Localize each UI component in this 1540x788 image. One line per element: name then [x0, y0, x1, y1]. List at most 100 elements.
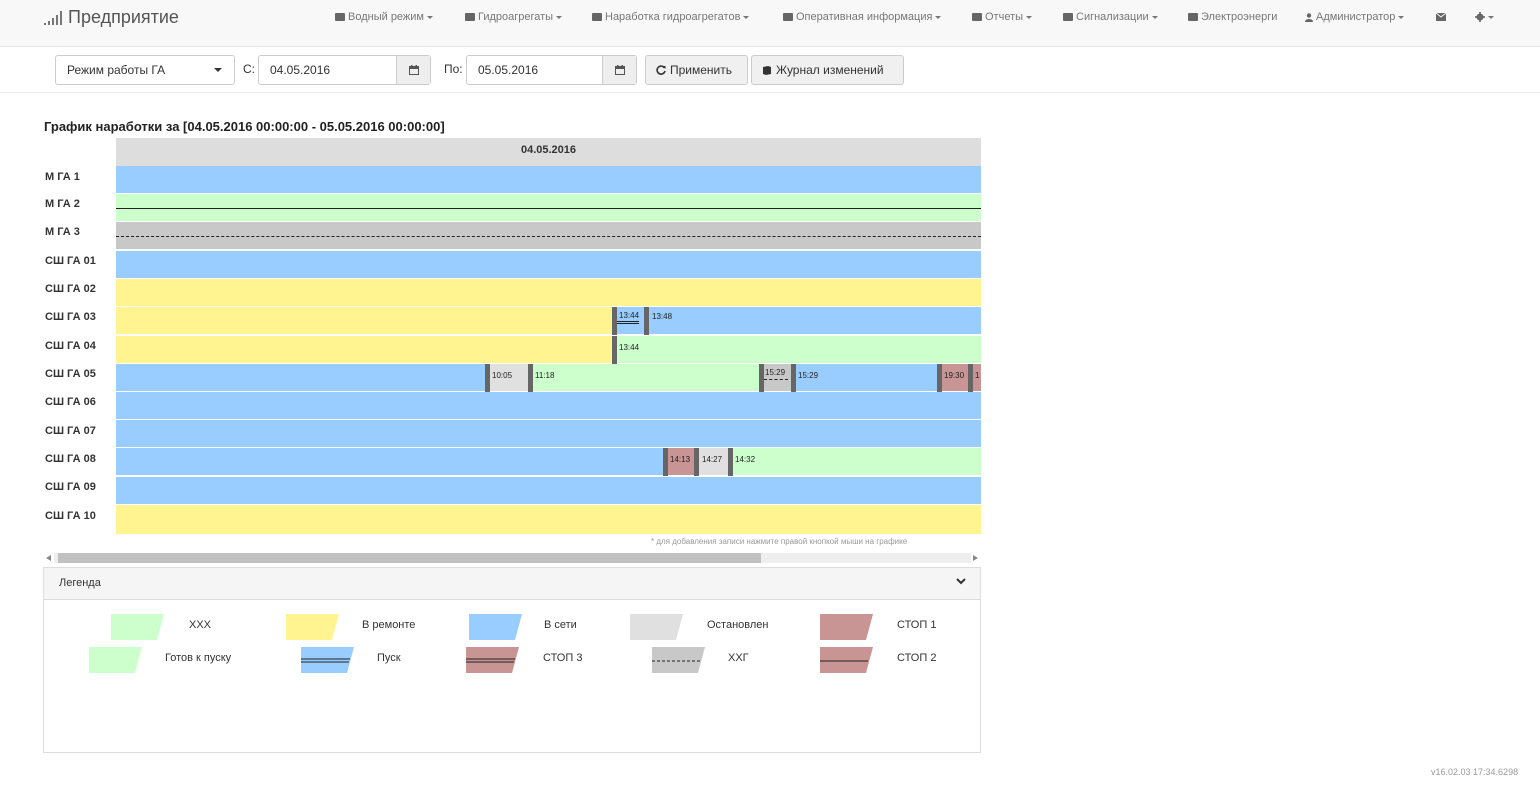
event-marker[interactable]: [663, 448, 668, 476]
segment-hhg[interactable]: [760, 364, 793, 391]
event-marker[interactable]: [528, 364, 533, 392]
event-marker[interactable]: [694, 448, 699, 476]
segment-start[interactable]: [613, 307, 644, 334]
gantt-row[interactable]: [116, 392, 981, 420]
gantt-row[interactable]: 13:44: [116, 336, 981, 364]
settings-button[interactable]: [1475, 12, 1494, 22]
calendar-icon: [614, 65, 625, 75]
gantt-row[interactable]: [116, 279, 981, 307]
scroll-left-icon[interactable]: [46, 555, 51, 561]
gantt-row[interactable]: 10:05 11:18 15:29 15:29 19:30 1: [116, 364, 981, 392]
nav-unit-runtime[interactable]: Наработка гидроагрегатов: [592, 11, 750, 23]
mail-button[interactable]: [1436, 13, 1446, 21]
runtime-gantt-chart[interactable]: 04.05.2016 13:44 13:48: [116, 138, 981, 534]
segment-hhg[interactable]: [116, 222, 981, 249]
caret-down-icon: [935, 15, 942, 19]
event-marker[interactable]: [968, 364, 973, 392]
segment-online[interactable]: [116, 392, 981, 419]
scroll-right-icon[interactable]: [973, 555, 978, 561]
apply-button[interactable]: Применить: [645, 55, 748, 85]
gantt-row[interactable]: [116, 251, 981, 279]
nav-water-regime[interactable]: Водный режим: [335, 11, 433, 23]
segment-online[interactable]: [116, 477, 981, 504]
segment-stopped[interactable]: [696, 448, 731, 475]
folder-icon: [592, 13, 602, 21]
horizontal-scrollbar[interactable]: [44, 551, 981, 564]
legend-swatch-ready-start: [89, 647, 142, 673]
time-label: 11:18: [535, 371, 555, 380]
nav-operational-info[interactable]: Оперативная информация: [783, 11, 942, 23]
event-marker[interactable]: [612, 336, 617, 364]
segment-hhh[interactable]: [613, 336, 981, 363]
segment-ready-start[interactable]: [116, 194, 981, 221]
segment-stopped[interactable]: [485, 364, 530, 391]
to-label: По:: [444, 62, 463, 76]
segment-stop1[interactable]: [664, 448, 696, 475]
gantt-row[interactable]: 13:44 13:48: [116, 307, 981, 335]
time-label: 14:13: [670, 455, 691, 464]
calendar-button[interactable]: [396, 56, 430, 84]
from-date-value: 04.05.2016: [270, 63, 331, 77]
segment-online[interactable]: [116, 448, 664, 475]
segment-repair[interactable]: [116, 336, 613, 363]
to-date-field[interactable]: 05.05.2016: [466, 55, 637, 85]
segment-online[interactable]: [116, 420, 981, 447]
segment-online[interactable]: [116, 166, 981, 193]
segment-stop1[interactable]: [939, 364, 981, 391]
segment-online[interactable]: [644, 307, 981, 334]
gantt-row[interactable]: [116, 477, 981, 505]
row-label: СШ ГА 05: [45, 368, 96, 380]
event-marker[interactable]: [759, 364, 764, 392]
event-marker[interactable]: [937, 364, 942, 392]
brand[interactable]: Предприятие: [44, 7, 179, 28]
segment-repair[interactable]: [116, 279, 981, 306]
chevron-down-icon[interactable]: [956, 577, 966, 585]
event-marker[interactable]: [485, 364, 490, 392]
segment-hhh[interactable]: [530, 364, 760, 391]
mode-select[interactable]: Режим работы ГА: [55, 55, 235, 85]
gantt-row[interactable]: [116, 505, 981, 534]
nav-electric-energy[interactable]: Электроэнерги: [1188, 11, 1277, 23]
folder-icon: [972, 13, 982, 21]
segment-repair[interactable]: [116, 307, 613, 334]
nav-admin[interactable]: Администратор: [1305, 11, 1405, 23]
segment-repair[interactable]: [116, 505, 981, 534]
event-marker[interactable]: [644, 307, 649, 335]
legend-swatch-stopped: [630, 614, 683, 640]
folder-icon: [783, 13, 793, 21]
segment-online[interactable]: [793, 364, 939, 391]
legend-label: В сети: [544, 619, 577, 631]
legend-label: Остановлен: [707, 619, 769, 631]
row-label: СШ ГА 02: [45, 283, 96, 295]
nav-hydro-units[interactable]: Гидроагрегаты: [465, 11, 563, 23]
legend-header[interactable]: Легенда: [44, 568, 980, 600]
gantt-row[interactable]: [116, 420, 981, 448]
nav-alarms[interactable]: Сигнализации: [1063, 11, 1158, 23]
gantt-row[interactable]: 14:13 14:27 14:32: [116, 448, 981, 476]
change-journal-button[interactable]: Журнал изменений: [751, 55, 904, 85]
legend-label: СТОП 2: [897, 652, 937, 664]
time-label: 15:29: [798, 371, 819, 380]
brand-title: Предприятие: [68, 7, 179, 27]
top-navbar: Предприятие Водный режим Гидроагрегаты Н…: [0, 0, 1540, 47]
legend-swatch-stop3: [466, 647, 519, 673]
event-marker[interactable]: [791, 364, 796, 392]
event-marker[interactable]: [612, 307, 617, 335]
time-label: 19:30: [944, 371, 965, 380]
segment-online[interactable]: [116, 364, 485, 391]
from-date-field[interactable]: 04.05.2016: [258, 55, 431, 85]
row-label: М ГА 2: [45, 198, 80, 210]
calendar-button[interactable]: [602, 56, 636, 84]
gantt-row[interactable]: [116, 166, 981, 194]
gantt-row[interactable]: [116, 222, 981, 250]
row-label: СШ ГА 07: [45, 425, 96, 437]
gantt-row[interactable]: [116, 194, 981, 222]
legend-label: СТОП 3: [543, 652, 583, 664]
caret-down-icon: [1151, 15, 1158, 19]
legend-swatch-hhg: [652, 647, 705, 673]
event-marker[interactable]: [728, 448, 733, 476]
segment-hhh[interactable]: [731, 448, 981, 475]
scroll-thumb[interactable]: [58, 553, 761, 563]
nav-reports[interactable]: Отчеты: [972, 11, 1033, 23]
segment-online[interactable]: [116, 251, 981, 278]
